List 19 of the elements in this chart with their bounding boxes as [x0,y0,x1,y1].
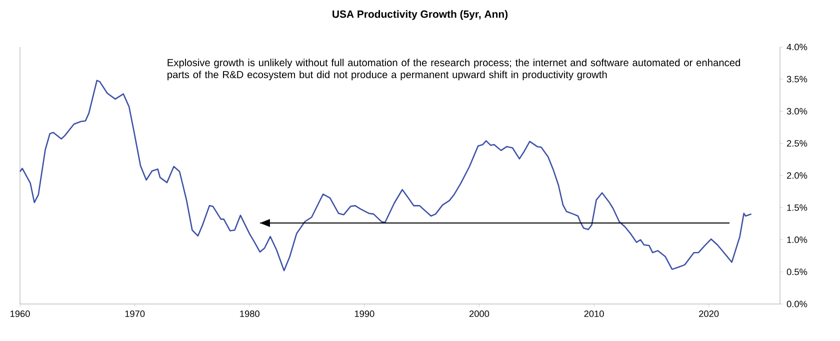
y-tick-label: 2.5% [787,140,808,147]
y-tick-label: 0.0% [786,300,808,308]
y-tick-label: 2.0% [787,172,808,179]
x-tick-label: 1990 [354,310,374,318]
x-tick-label: 2000 [470,310,490,318]
chart-title: USA Productivity Growth (5yr, Ann) [332,10,508,20]
line-series [19,80,752,272]
x-tick-label: 1980 [240,310,260,318]
y-tick-label: 3.0% [786,108,808,114]
x-tick-label: 2010 [584,310,604,318]
annotation: Explosive growth is unlikely without full automation of the research process; the internet and software automated or enhanced parts of the R&D ecosystem but did not produce a permanent upward shift in productivity growth [168,58,740,80]
y-tick-label: 1.0% [787,236,808,243]
x-tick-label: 1970 [125,310,145,318]
y-tick-label: 3.5% [786,76,808,82]
y-tick-label: 1.5% [787,204,808,211]
y-tick-label: 0.5% [786,268,808,276]
x-tick-label: 1960 [10,310,30,318]
x-tick-label: 2020 [699,310,719,318]
y-tick-label: 4.0% [786,44,808,50]
